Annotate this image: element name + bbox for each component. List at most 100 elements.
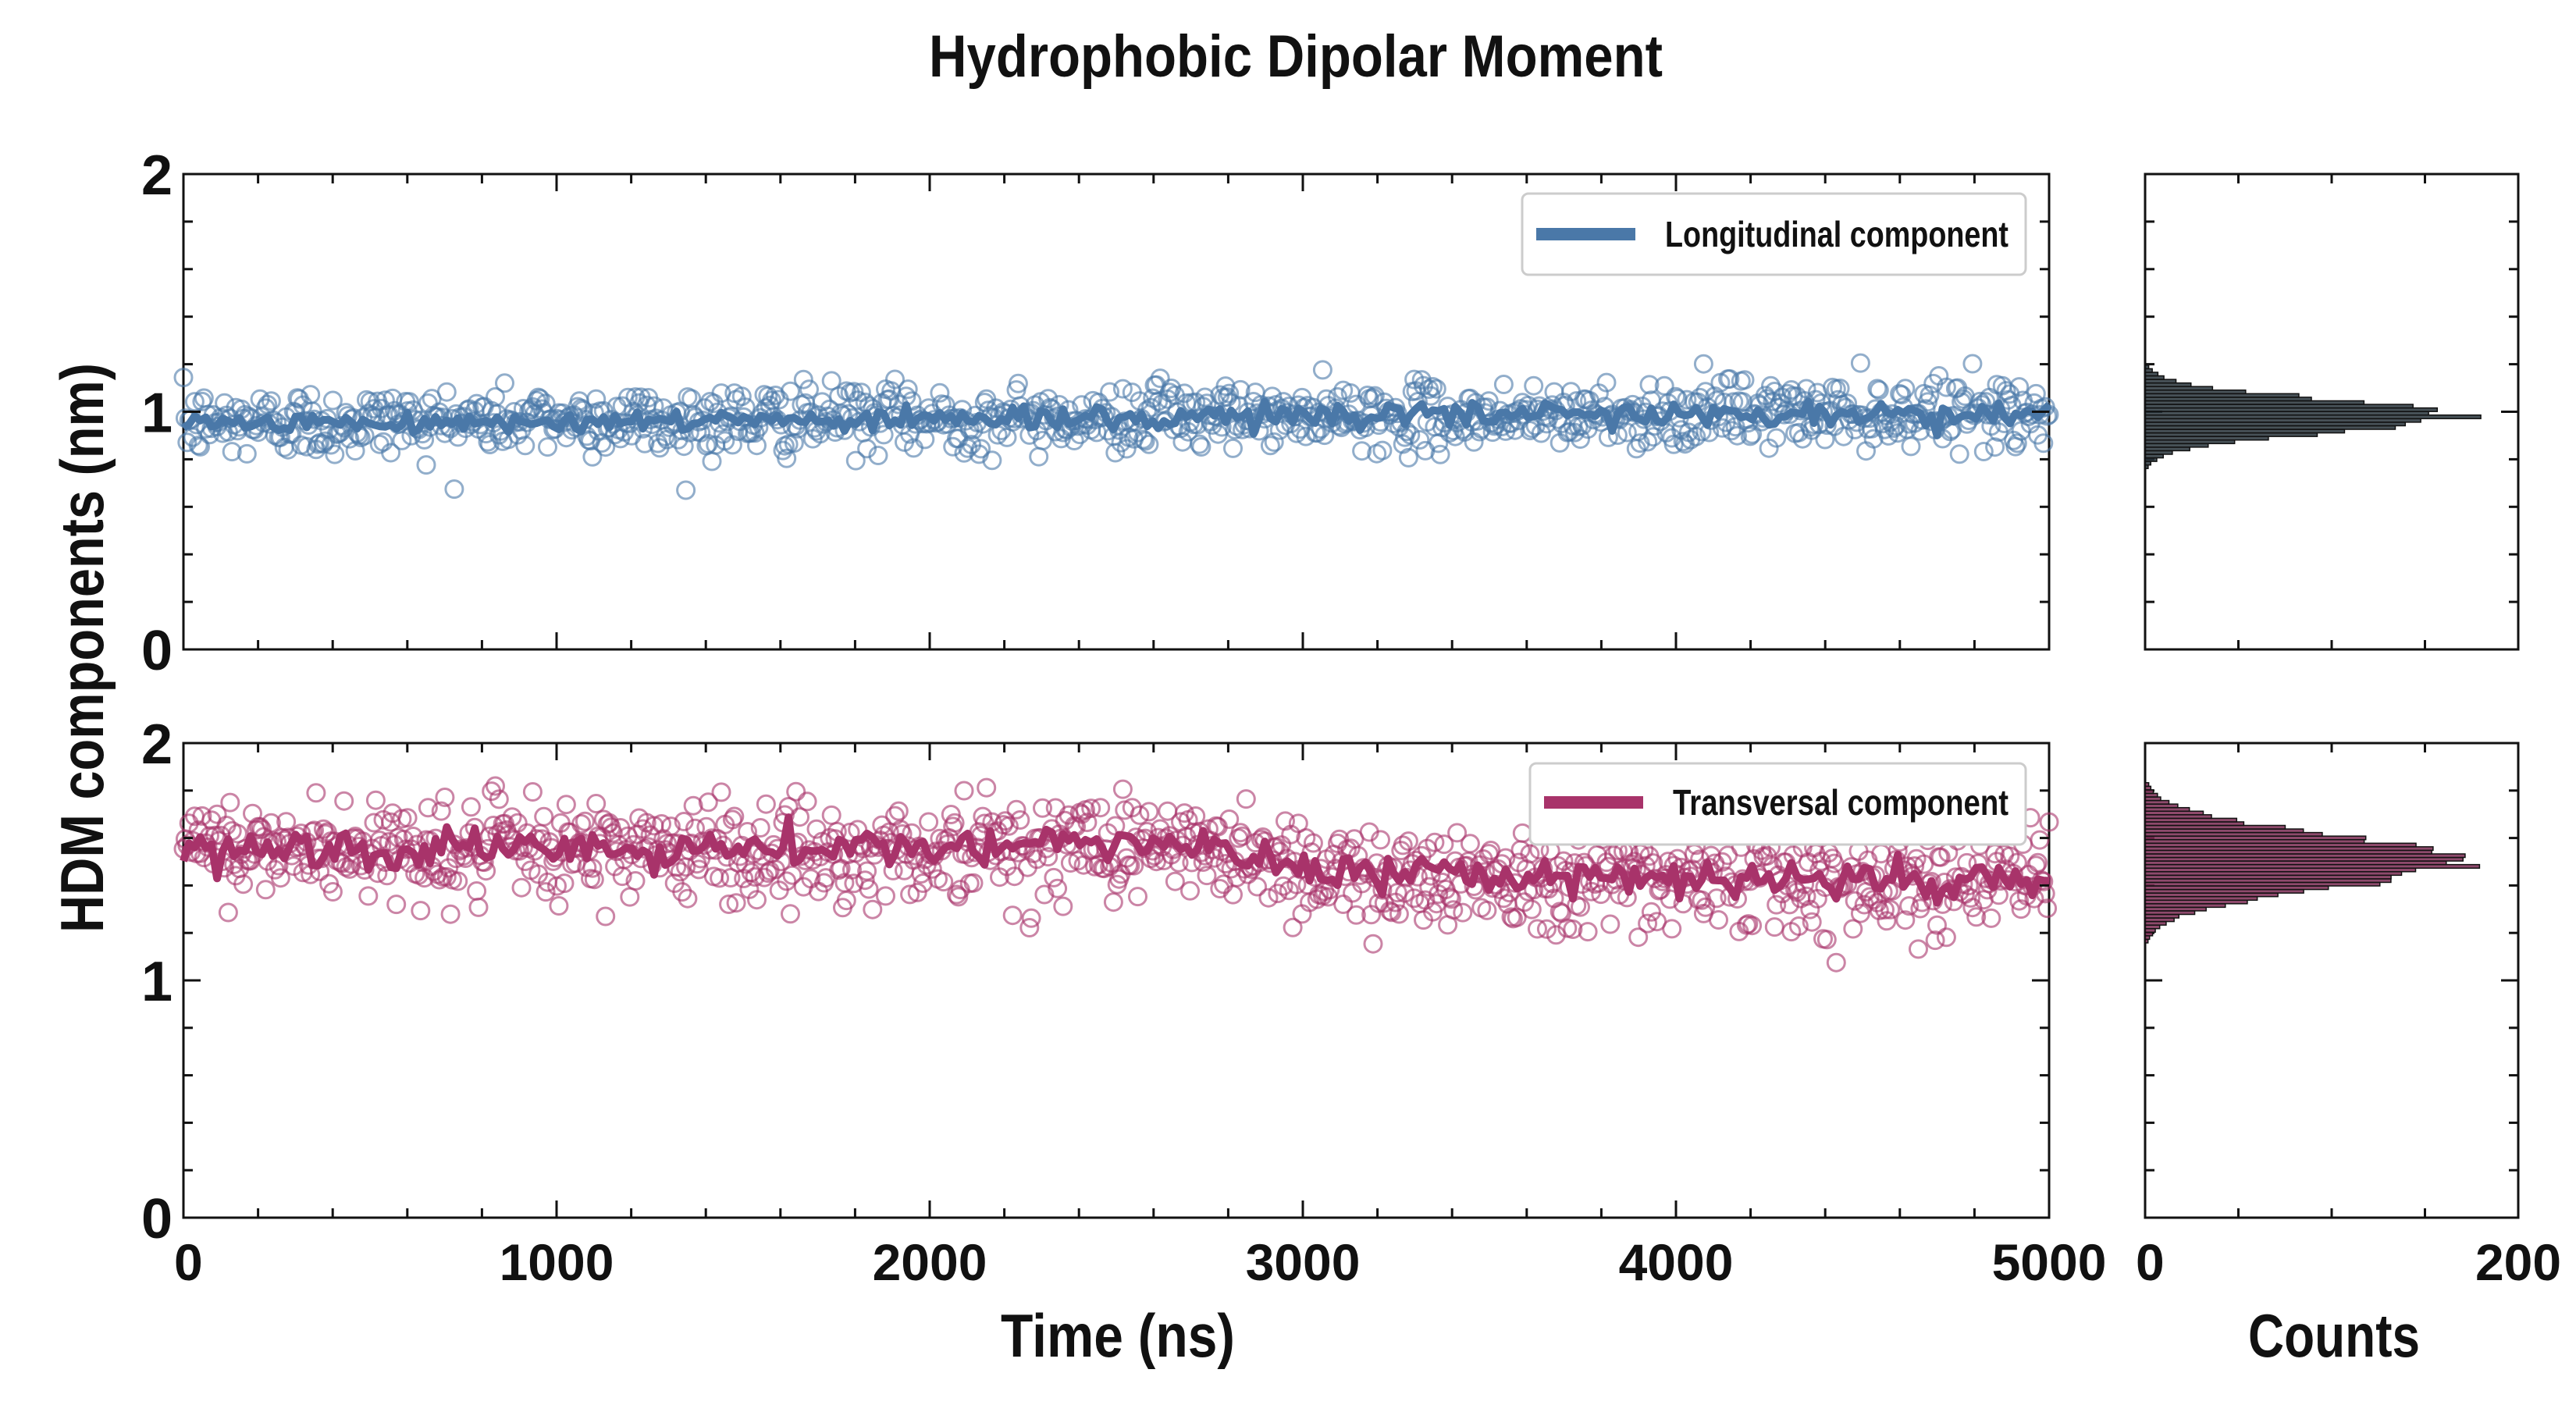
x-tick-label: 4000 [1619, 1233, 1734, 1291]
scatter-point [2033, 433, 2054, 454]
scatter-point [1895, 379, 1916, 399]
hist-bar [2144, 782, 2150, 788]
scatter-point [192, 806, 212, 826]
scatter-point [726, 893, 746, 913]
scatter-point [947, 884, 966, 905]
scatter-point [855, 870, 875, 891]
scatter-point [797, 791, 817, 812]
scatter-point [1850, 353, 1870, 373]
scatter-point [1596, 372, 1617, 393]
scatter-point [1524, 375, 1544, 396]
scatter-point [218, 902, 238, 923]
scatter-point [678, 888, 698, 909]
scatter-point [2011, 899, 2031, 919]
scatter-point [270, 868, 290, 888]
scatter-point [1441, 889, 1461, 909]
scatter-point [1273, 876, 1293, 896]
scatter-point [1395, 883, 1415, 903]
scatter-point [1372, 440, 1393, 461]
scatter-point [1875, 900, 1895, 919]
scatter-point [711, 782, 731, 802]
scatter-point [1081, 799, 1101, 819]
scatter-point [1197, 866, 1217, 886]
chart-title: Hydrophobic Dipolar Moment [929, 23, 1663, 90]
scatter-point [534, 806, 554, 827]
scatter-point [977, 777, 997, 798]
scatter-point [1247, 877, 1268, 897]
scatter-point [582, 858, 603, 878]
legend-box [1528, 762, 2027, 846]
scatter-point [698, 792, 718, 813]
scatter-point [1219, 383, 1240, 404]
scatter-point [1464, 432, 1484, 452]
scatter-point [1563, 919, 1583, 939]
scatter-point [1677, 389, 1697, 410]
scatter-point [486, 776, 505, 796]
scatter-point [1053, 896, 1073, 916]
scatter-point [358, 886, 379, 906]
scatter-point [1712, 418, 1732, 438]
scatter-point [222, 442, 242, 462]
scatter-point [1477, 900, 1497, 920]
scatter-point [1936, 927, 1956, 948]
scatter-point [1981, 908, 2001, 928]
scatter-point [535, 882, 556, 902]
scatter-point [793, 369, 813, 389]
scatter-point [1639, 375, 1660, 395]
scatter-point [1591, 884, 1611, 905]
scatter-point [750, 818, 770, 838]
hist-bars-transversal [2144, 782, 2481, 944]
hist-bar [2144, 365, 2150, 370]
scatter-point [1815, 429, 1835, 450]
scatter-point [1880, 899, 1901, 919]
scatter-point [1005, 866, 1025, 887]
scatter-point [873, 425, 894, 445]
scatter-point [1571, 897, 1590, 917]
running-average-line [181, 397, 2052, 439]
scatter-point [676, 480, 696, 500]
scatter-point [435, 788, 455, 807]
scatter-point [1033, 798, 1052, 818]
scatter-point [919, 812, 939, 832]
legend-transversal: Transversal component [1528, 762, 2027, 846]
longitudinal-histogram [2144, 173, 2520, 651]
scatter-point [731, 386, 752, 407]
scatter-point [958, 438, 978, 458]
scatter-point [334, 791, 354, 811]
scatter-point [1709, 910, 1728, 930]
scatter-point [1303, 833, 1323, 853]
scatter-point [502, 807, 522, 827]
scatter-point [436, 382, 457, 402]
scatter-point [188, 436, 208, 456]
scatter-point [233, 874, 254, 895]
scatter-point [467, 881, 487, 901]
scatter-point [829, 860, 849, 880]
hist-bars-longitudinal [2144, 365, 2482, 470]
scatter-point [237, 443, 257, 464]
scatter-point [1850, 903, 1870, 923]
scatter-point [1048, 878, 1068, 898]
scatter-point [1064, 431, 1084, 450]
scatter-point [1742, 916, 1763, 936]
scatter-point [276, 812, 297, 832]
scatter-point [1767, 428, 1787, 448]
scatter-point [1546, 925, 1566, 945]
scatter-point [440, 904, 461, 924]
scatter-point [1393, 835, 1413, 855]
scatter-point [1404, 888, 1425, 909]
x-axis-label: Time (ns) [1001, 1301, 1235, 1370]
scatter-point [857, 439, 877, 459]
scatter-point [556, 795, 576, 815]
scatter-point [1100, 382, 1120, 402]
scatter-point [2039, 812, 2059, 832]
scatter-point [1788, 916, 1809, 936]
scatter-point [1763, 391, 1783, 411]
scatter-point [1985, 437, 2005, 457]
scatter-point [1493, 888, 1514, 909]
scatter-point [1389, 904, 1409, 924]
scatter-point [1521, 899, 1542, 919]
scatter-point [1925, 930, 1945, 951]
scatter-point [381, 443, 401, 463]
scatter-point [1721, 421, 1742, 441]
